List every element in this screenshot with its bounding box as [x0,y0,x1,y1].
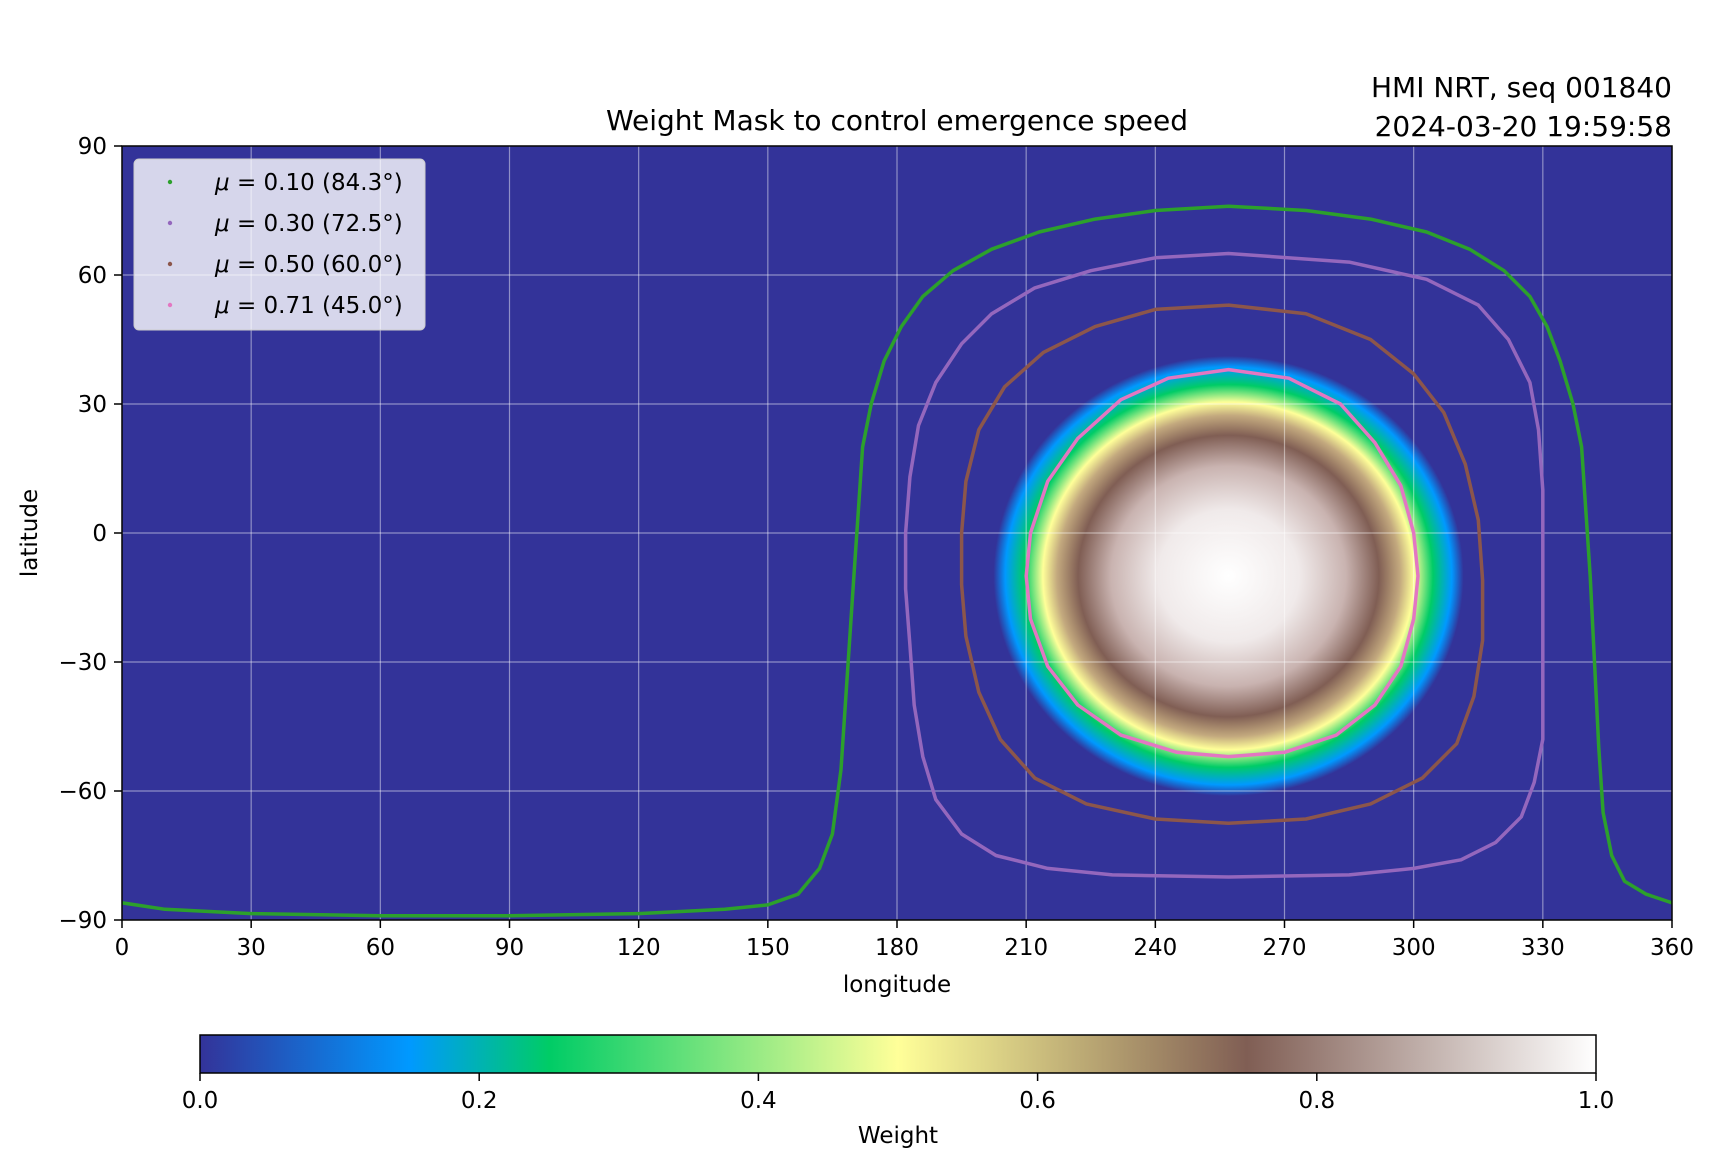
legend: μ = 0.10 (84.3°) μ = 0.30 (72.5°) μ = 0.50… [133,158,426,331]
x-tick-label-6: 180 [875,935,919,961]
y-axis-ticks: −90 −60 −30 0 30 60 90 [58,134,122,934]
colorbar-tick-label-2: 0.4 [740,1088,777,1114]
subtitle-line-2: 2024-03-20 19:59:58 [1375,110,1672,143]
x-tick-label-1: 30 [237,935,266,961]
series-line-0 [122,204,1672,918]
series-line-1 [903,251,1545,879]
colorbar-tick-label-5: 1.0 [1578,1088,1615,1114]
y-tick-label-1: −60 [58,779,107,805]
legend-box [133,158,426,331]
y-tick-label-5: 60 [78,263,107,289]
legend-marker-3 [167,302,173,308]
heatmap-weight-field [988,351,1469,801]
series-line-3 [1024,367,1420,759]
series-lines [122,204,1672,918]
x-tick-label-5: 150 [746,935,790,961]
x-tick-label-0: 0 [115,935,130,961]
chart-subtitle: HMI NRT, seq 001840 2024-03-20 19:59:58 [1371,71,1672,143]
x-tick-label-2: 60 [366,935,395,961]
x-tick-label-9: 270 [1263,935,1307,961]
x-axis-ticks: 0 30 60 90 120 150 180 210 240 270 300 330 360 [115,920,1694,961]
y-tick-label-2: −30 [58,650,107,676]
chart-title: Weight Mask to control emergence speed [606,104,1188,137]
y-tick-label-4: 30 [78,392,107,418]
subtitle-line-1: HMI NRT, seq 001840 [1371,71,1672,104]
x-tick-label-8: 240 [1133,935,1177,961]
series-line-2 [959,303,1485,826]
colorbar-gradient [199,1034,1597,1074]
x-tick-label-3: 90 [495,935,524,961]
colorbar-ticks: 0.0 0.2 0.4 0.6 0.8 1.0 [182,1073,1615,1114]
y-axis-label: latitude [17,489,43,577]
x-tick-label-10: 300 [1392,935,1436,961]
y-tick-label-0: −90 [58,908,107,934]
x-tick-label-11: 330 [1521,935,1565,961]
x-tick-label-4: 120 [617,935,661,961]
y-tick-label-3: 0 [92,521,107,547]
legend-marker-0 [167,179,173,185]
y-tick-label-6: 90 [78,134,107,160]
colorbar: 0.0 0.2 0.4 0.6 0.8 1.0 Weight [182,1034,1615,1149]
colorbar-tick-label-3: 0.6 [1019,1088,1056,1114]
plot-area [122,146,1672,920]
colorbar-tick-label-0: 0.0 [182,1088,219,1114]
x-axis-label: longitude [843,972,951,998]
colorbar-tick-label-4: 0.8 [1299,1088,1336,1114]
x-tick-label-7: 210 [1004,935,1048,961]
legend-marker-2 [167,261,173,267]
colorbar-label: Weight [858,1123,938,1149]
legend-label-0: μ = 0.10 (84.3°) [214,170,403,196]
legend-marker-1 [167,220,173,226]
legend-label-1: μ = 0.30 (72.5°) [214,211,403,237]
legend-label-2: μ = 0.50 (60.0°) [214,252,403,278]
colorbar-tick-label-1: 0.2 [461,1088,498,1114]
legend-label-3: μ = 0.71 (45.0°) [214,293,403,319]
x-tick-label-12: 360 [1650,935,1694,961]
